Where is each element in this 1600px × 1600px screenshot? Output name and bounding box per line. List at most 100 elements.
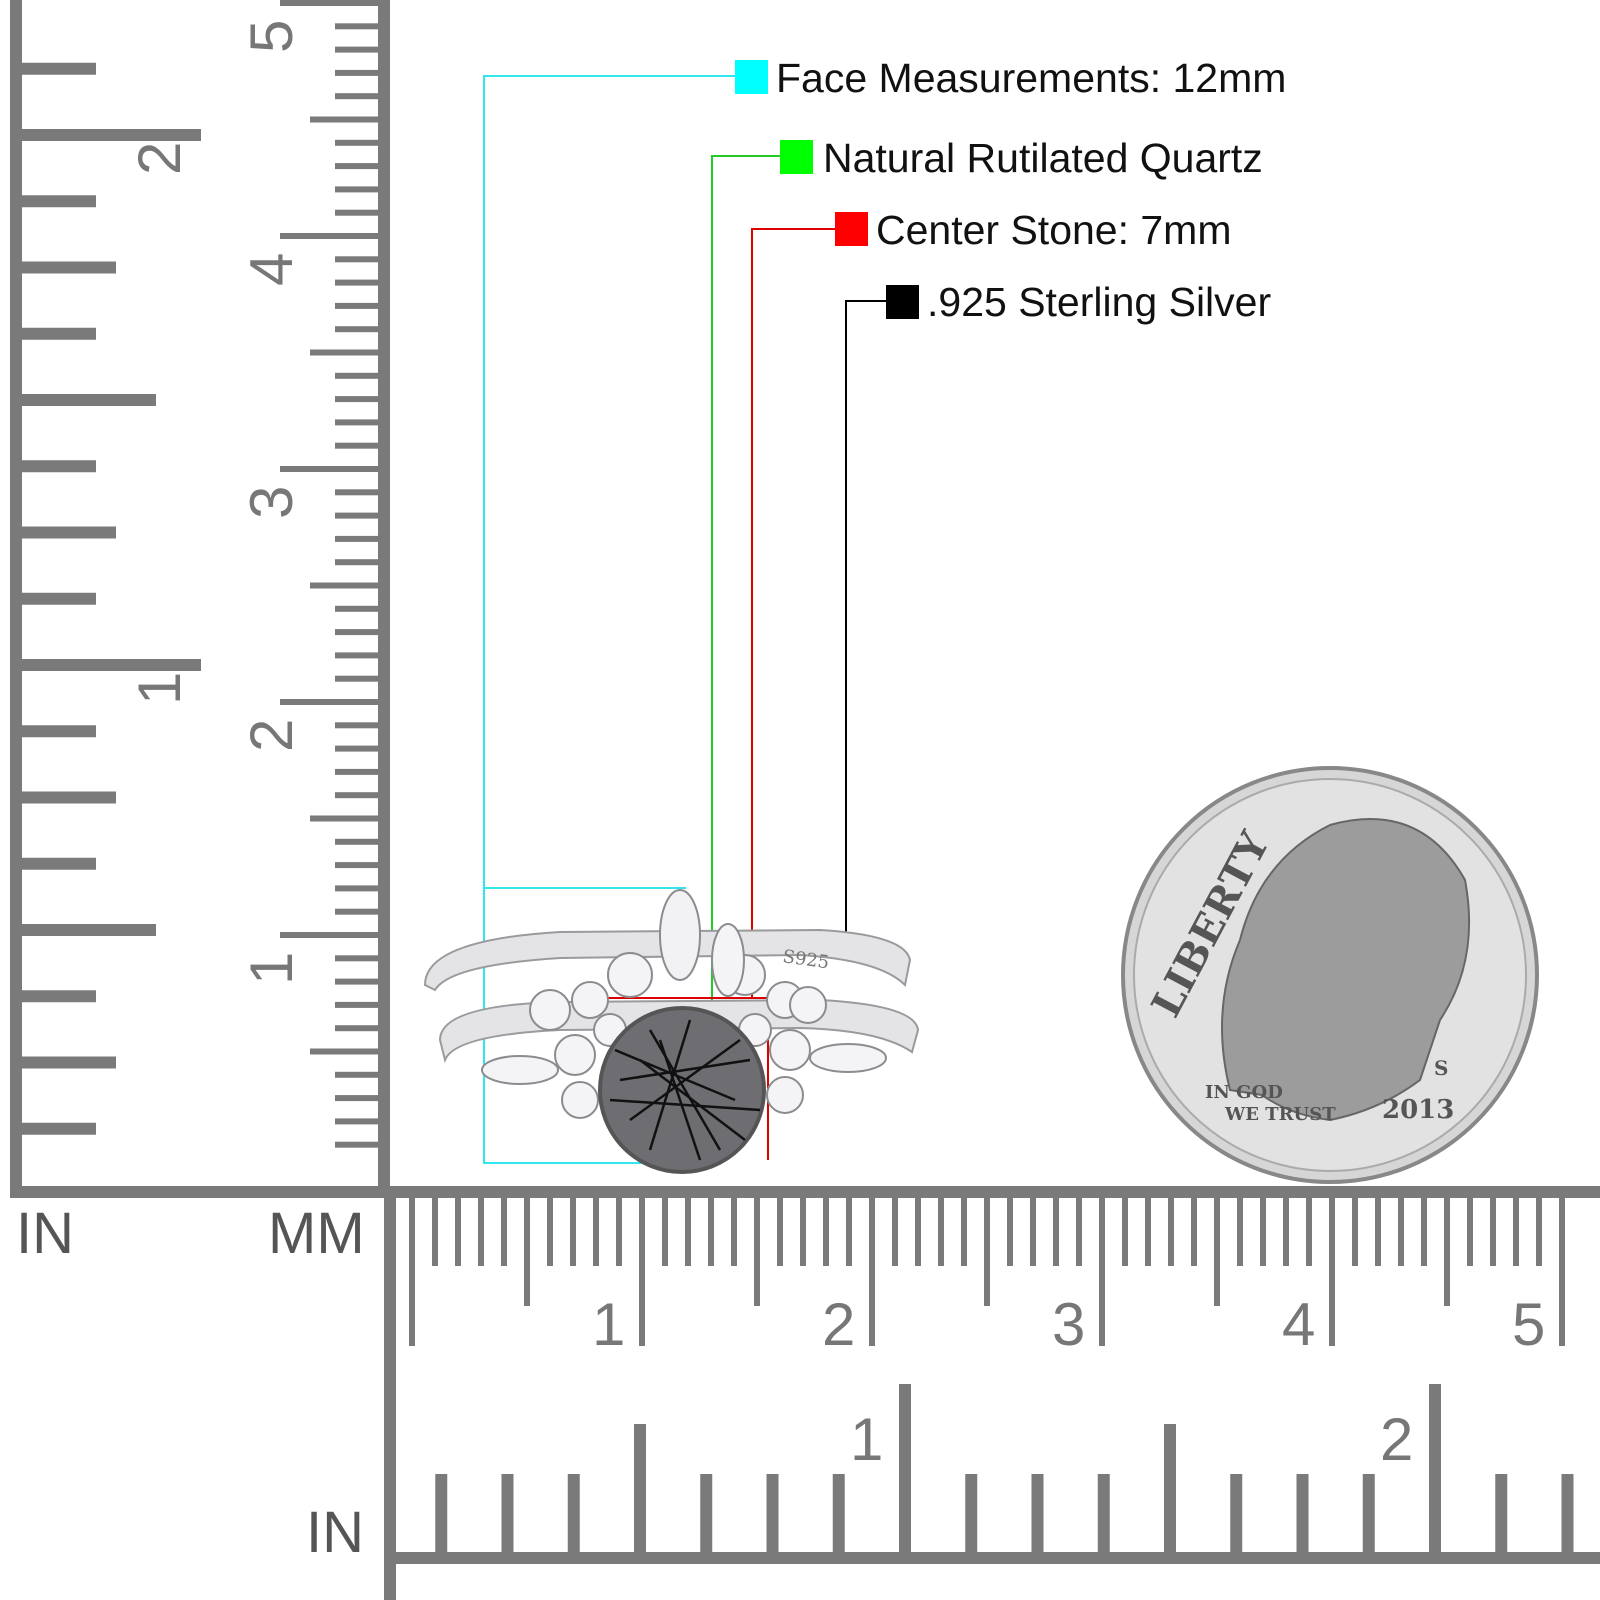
mm-tick	[570, 1196, 576, 1266]
mm-tick	[280, 932, 380, 938]
mm-tick	[915, 1196, 921, 1266]
side-stone	[607, 952, 653, 998]
mm-tick	[1145, 1196, 1151, 1266]
legend-stone-type: Natural Rutilated Quartz	[823, 135, 1263, 181]
inch-tick	[899, 1384, 911, 1554]
mm-tick	[731, 1196, 737, 1266]
inch-tick	[1296, 1474, 1309, 1554]
mm-tick	[335, 675, 380, 682]
mm-tick	[335, 1141, 380, 1148]
rutile-needle	[639, 1059, 746, 1141]
mm-tick	[335, 302, 380, 309]
dime-coin: LIBERTY IN GOD WE TRUST 2013 S	[1121, 766, 1539, 1184]
mm-tick	[961, 1196, 967, 1266]
mm-tick	[335, 559, 380, 566]
mm-tick	[335, 163, 380, 170]
mm-tick	[335, 396, 380, 403]
inch-tick	[1230, 1474, 1243, 1554]
mm-tick	[335, 768, 380, 775]
mm-tick	[335, 1071, 380, 1078]
mm-tick	[1559, 1196, 1565, 1346]
vertical-cm-label: 2	[238, 719, 305, 752]
marquise-side-stone	[809, 1043, 887, 1073]
mm-tick	[335, 489, 380, 496]
inch-tick	[435, 1474, 448, 1554]
inch-tick	[16, 1122, 96, 1135]
mm-tick	[335, 186, 380, 193]
mm-tick	[310, 1048, 380, 1055]
mm-tick	[335, 955, 380, 962]
legend: Face Measurements: 12mm Natural Rutilate…	[735, 55, 1286, 325]
mm-tick	[1513, 1196, 1519, 1266]
mm-tick	[409, 1196, 415, 1346]
mm-tick	[823, 1196, 829, 1266]
mm-tick	[1237, 1196, 1243, 1266]
mm-tick	[1283, 1196, 1289, 1266]
mm-tick	[1214, 1196, 1220, 1306]
mm-tick	[455, 1196, 461, 1266]
rutile-needle	[658, 1039, 702, 1161]
horizontal-inch-label: 1	[850, 1406, 883, 1473]
quartz-line	[711, 155, 785, 1048]
inch-tick	[16, 129, 201, 141]
legend-swatch-cyan	[735, 60, 768, 94]
mm-tick	[335, 139, 380, 146]
horizontal-cm-label: 2	[822, 1291, 855, 1358]
mm-tick	[335, 652, 380, 659]
inch-tick	[16, 526, 116, 539]
mm-tick	[335, 792, 380, 799]
mm-tick	[892, 1196, 898, 1266]
legend-face-measurements: Face Measurements: 12mm	[776, 55, 1286, 101]
mm-tick	[335, 629, 380, 636]
mm-tick	[280, 233, 380, 239]
mm-tick	[310, 349, 380, 356]
mm-tick	[777, 1196, 783, 1266]
mm-tick	[335, 512, 380, 519]
inch-tick	[16, 394, 156, 406]
inch-tick	[16, 990, 96, 1003]
mm-tick	[1375, 1196, 1381, 1266]
inch-tick	[700, 1474, 713, 1554]
mm-tick	[335, 279, 380, 286]
vertical-ruler: 1 2 1 2 3 4 5	[10, 0, 390, 1198]
mm-tick	[335, 722, 380, 729]
vertical-cm-label: 4	[238, 253, 305, 286]
mm-tick	[1490, 1196, 1496, 1266]
mm-tick	[685, 1196, 691, 1266]
vertical-cm-label: 3	[238, 486, 305, 519]
mm-tick	[1398, 1196, 1404, 1266]
horizontal-cm-label: 5	[1512, 1291, 1545, 1358]
inch-tick	[16, 460, 96, 473]
mm-tick	[708, 1196, 714, 1266]
legend-metal: .925 Sterling Silver	[927, 279, 1271, 325]
inch-tick	[1097, 1474, 1110, 1554]
mm-tick	[310, 116, 380, 123]
rutile-needle	[619, 1058, 751, 1082]
mm-tick	[310, 815, 380, 822]
inch-tick	[567, 1474, 580, 1554]
mm-tick	[846, 1196, 852, 1266]
coin-motto-1: IN GOD	[1205, 1082, 1283, 1103]
coin-mint-mark: S	[1434, 1056, 1448, 1080]
mm-tick	[280, 466, 380, 472]
vertical-inch-label: 2	[126, 142, 193, 175]
mm-tick	[432, 1196, 438, 1266]
vertical-mm-unit: MM	[268, 1201, 365, 1266]
inch-tick	[16, 857, 96, 870]
inch-tick	[16, 327, 96, 340]
mm-tick	[1352, 1196, 1358, 1266]
mm-tick	[335, 372, 380, 379]
center-stone	[598, 1006, 766, 1174]
mm-tick	[938, 1196, 944, 1266]
inch-tick	[1031, 1474, 1044, 1554]
legend-swatch-green	[780, 140, 813, 174]
mm-tick	[593, 1196, 599, 1266]
mm-tick	[335, 209, 380, 216]
inch-tick	[1362, 1474, 1375, 1554]
mm-tick	[869, 1196, 875, 1346]
vertical-inch-unit: IN	[16, 1201, 74, 1266]
rutile-needle	[609, 1098, 761, 1112]
horizontal-cm-label: 1	[592, 1291, 625, 1358]
mm-tick	[1007, 1196, 1013, 1266]
vertical-cm-label: 1	[238, 952, 305, 985]
